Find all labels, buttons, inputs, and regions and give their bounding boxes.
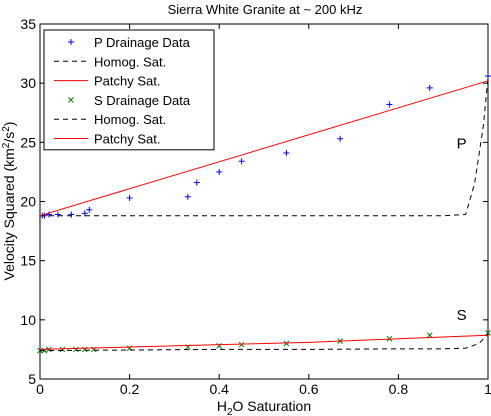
legend-entry: Homog. Sat.: [54, 112, 166, 127]
p-data-point: [193, 179, 200, 186]
p-data-point: [126, 194, 133, 201]
legend-entry: Homog. Sat.: [54, 54, 166, 69]
y-axis-ticks: 5 10 15 20 25 30 35: [20, 16, 488, 387]
legend-label: Homog. Sat.: [94, 112, 166, 127]
x-tick-label: 0.4: [209, 381, 229, 397]
s-data-point: [68, 97, 74, 103]
s-data-point: [238, 341, 245, 348]
s-data-point: [59, 346, 66, 353]
legend-entry: S Drainage Data: [68, 93, 191, 108]
chart-title: Sierra White Granite at ~ 200 kHz: [168, 2, 363, 17]
legend-entry: P Drainage Data: [68, 35, 191, 50]
legend-label: S Drainage Data: [94, 93, 191, 108]
p-data-point: [54, 211, 61, 218]
legend-label: Patchy Sat.: [94, 74, 160, 89]
x-tick-label: 0.6: [299, 381, 319, 397]
y-tick-label: 20: [20, 194, 36, 210]
p-data-point: [426, 84, 433, 91]
legend-label: Homog. Sat.: [94, 54, 166, 69]
p-data-point: [216, 168, 223, 175]
legend-entry: Patchy Sat.: [54, 74, 160, 89]
series-line-2: [39, 80, 489, 217]
legend-label: P Drainage Data: [94, 35, 191, 50]
s-data-point: [72, 346, 79, 353]
y-axis-label: Velocity Squared (km2/s2): [1, 122, 17, 281]
series-line-4: [39, 333, 489, 352]
legend-entry: Patchy Sat.: [54, 132, 160, 147]
x-tick-label: 0.8: [389, 381, 409, 397]
series-layer: [37, 73, 491, 354]
p-data-point: [81, 210, 88, 217]
series-line-5: [39, 334, 489, 350]
x-tick-label: 0: [36, 381, 44, 397]
legend-box: [43, 29, 215, 151]
p-data-point: [337, 135, 344, 142]
x-tick-label: 1: [484, 381, 491, 397]
y-tick-label: 10: [20, 312, 36, 328]
legend-label: Patchy Sat.: [94, 132, 160, 147]
y-tick-label: 30: [20, 75, 36, 91]
x-axis-label: H2O Saturation: [217, 398, 311, 416]
y-tick-label: 5: [28, 371, 36, 387]
annotation-s: S: [457, 307, 467, 324]
s-data-point: [485, 329, 491, 336]
p-data-point: [86, 206, 93, 213]
legend: P Drainage Data Homog. Sat. Patchy Sat. S D…: [43, 29, 215, 151]
p-data-point: [283, 149, 290, 156]
y-tick-label: 25: [20, 134, 36, 150]
p-data-point: [68, 211, 75, 218]
y-tick-label: 35: [20, 16, 36, 32]
p-data-point: [184, 193, 191, 200]
x-axis-ticks: 0 0.2 0.4 0.6 0.8 1: [36, 24, 491, 397]
p-data-point: [386, 101, 393, 108]
p-data-point: [238, 158, 245, 165]
x-tick-label: 0.2: [120, 381, 140, 397]
series-line-1: [40, 77, 489, 217]
s-data-point: [426, 332, 433, 339]
annotation-p: P: [457, 135, 467, 152]
s-data-point: [283, 340, 290, 347]
y-tick-label: 15: [20, 253, 36, 269]
p-data-point: [68, 39, 74, 45]
p-data-point: [485, 73, 491, 80]
